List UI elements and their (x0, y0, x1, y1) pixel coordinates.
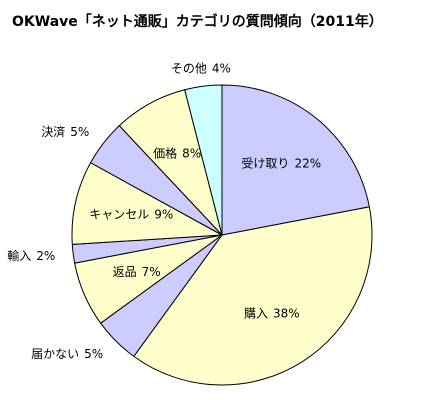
data-label: キャンセル 9% (89, 207, 173, 221)
category-label: 返品 (113, 264, 137, 278)
value-label: 38% (273, 306, 300, 320)
category-label: 届かない (31, 346, 79, 360)
value-label: 7% (142, 264, 161, 278)
pie-slice (184, 84, 223, 236)
value-label: 4% (212, 61, 231, 75)
value-label: 8% (182, 146, 201, 160)
category-label: 決済 (41, 124, 65, 139)
category-label: 輸入 (7, 248, 31, 263)
pie-slice (71, 162, 224, 245)
category-label: 価格 (153, 145, 177, 160)
chart-title: OKWave「ネット通販」カテゴリの質問傾向（2011年） (12, 13, 383, 30)
category-label: 購入 (244, 306, 268, 320)
data-label: その他 4% (171, 61, 231, 75)
category-label: キャンセル (89, 207, 149, 221)
value-label: 22% (294, 156, 321, 170)
value-label: 5% (84, 346, 103, 360)
category-label: その他 (171, 61, 207, 75)
data-label: 決済 5% (41, 124, 89, 139)
value-label: 9% (154, 207, 173, 221)
pie-slice (221, 84, 370, 236)
data-label: 輸入 2% (7, 248, 55, 263)
data-label: 届かない 5% (31, 346, 103, 360)
value-label: 5% (70, 125, 89, 139)
data-label: 購入 38% (244, 306, 300, 320)
category-label: 受け取り (241, 156, 289, 170)
data-label: 受け取り 22% (241, 156, 321, 170)
data-label: 価格 8% (153, 145, 201, 160)
value-label: 2% (36, 249, 55, 263)
pie-slice (133, 206, 373, 386)
data-label: 返品 7% (113, 264, 161, 278)
